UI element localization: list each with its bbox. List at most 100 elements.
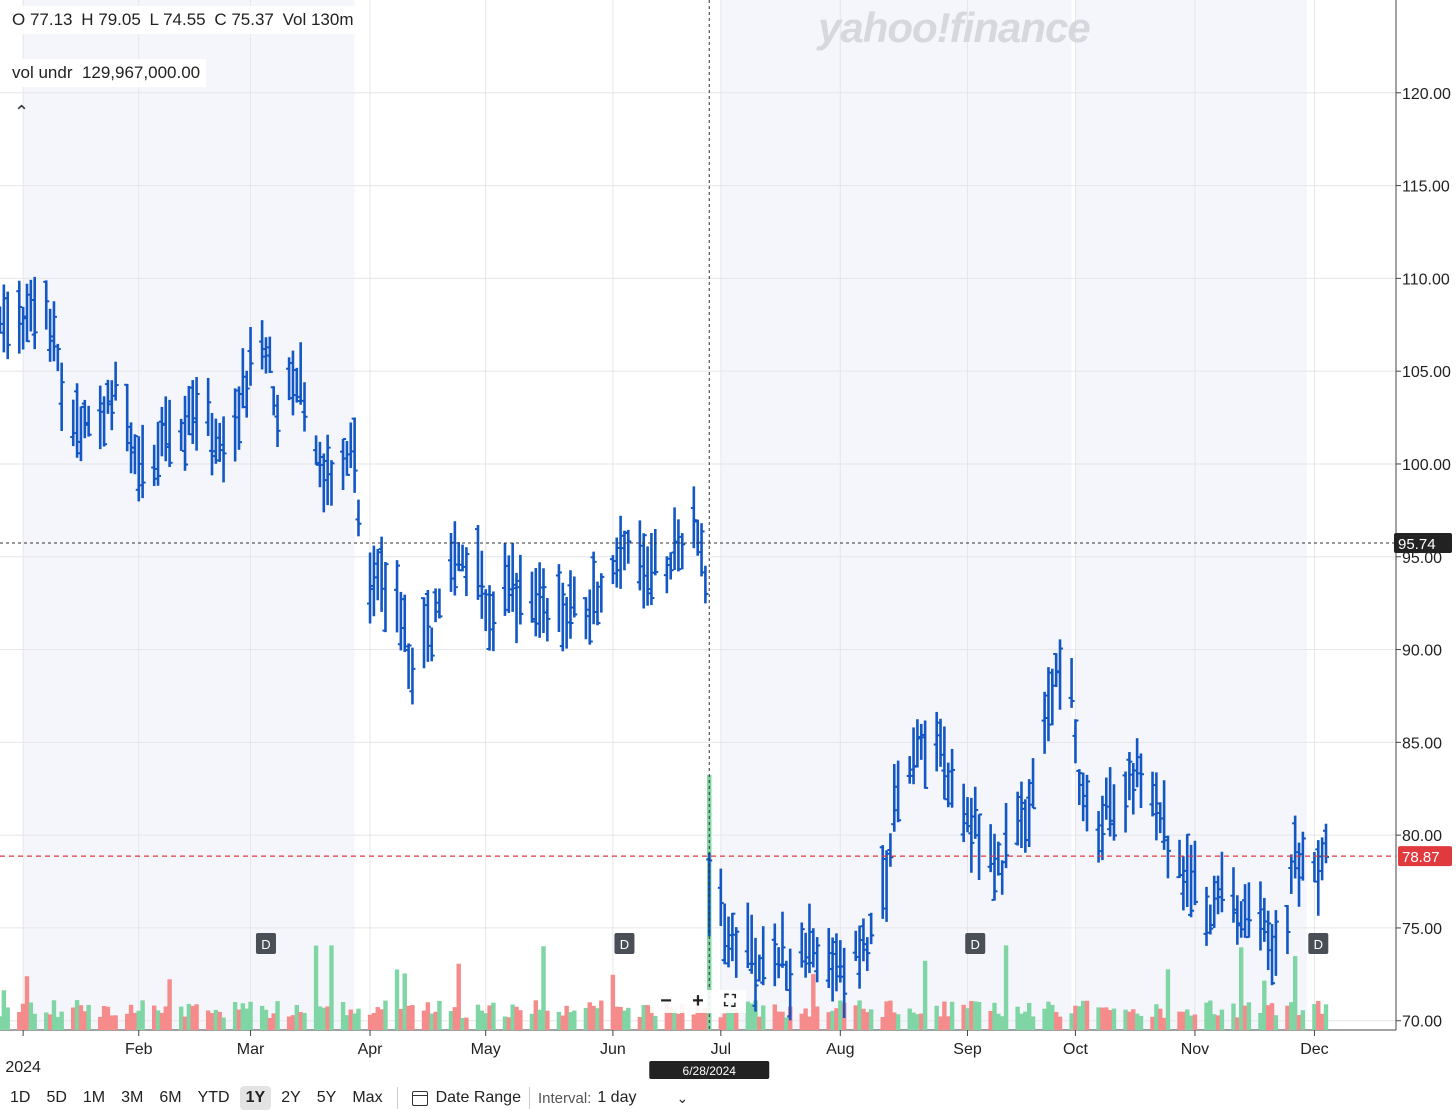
volume-bar (379, 1009, 384, 1030)
volume-bar (259, 1005, 265, 1030)
range-button-5d[interactable]: 5D (46, 1089, 67, 1106)
volume-bar (734, 1009, 739, 1030)
interval-select[interactable]: Interval: 1 day ⌄ (538, 1089, 688, 1107)
volume-bar (529, 1013, 535, 1030)
range-toolbar: 1D 5D 1M 3M 6M YTD 1Y 2Y 5Y Max Date Range Interv… (0, 1083, 688, 1113)
volume-bar (113, 1015, 118, 1030)
close-value: C 75.37 (214, 10, 274, 29)
last-price-badge (1398, 846, 1452, 867)
volume-bar (209, 1013, 215, 1030)
x-tick-label: Aug (826, 1041, 854, 1058)
volume-bar (1134, 1013, 1140, 1030)
volume-bar (44, 1012, 49, 1030)
x-tick-label: Nov (1181, 1041, 1209, 1058)
range-button-1d[interactable]: 1D (10, 1089, 31, 1106)
volume-bar (317, 1006, 323, 1030)
volume-bar (271, 1013, 276, 1030)
range-button-ytd[interactable]: YTD (197, 1089, 230, 1106)
volume-bar (232, 1002, 238, 1030)
volume-underlay-readout: vol undr 129,967,000.00 (6, 59, 207, 87)
volume-bar (213, 1009, 219, 1030)
calendar-icon (411, 1090, 428, 1106)
volume-bar (167, 979, 172, 1030)
quarter-shade (23, 0, 355, 1030)
range-button-3m[interactable]: 3M (121, 1089, 144, 1106)
volume-bar (1015, 1006, 1020, 1030)
volume-bar (564, 1005, 569, 1030)
volume-bar (1158, 1008, 1163, 1030)
x-tick-label: Oct (1063, 1041, 1088, 1058)
date-range-button[interactable]: Date Range (411, 1089, 521, 1107)
volume-bar (1080, 1000, 1086, 1030)
zoom-in-button[interactable]: + (692, 990, 704, 1012)
volume-bar (1053, 1011, 1059, 1030)
crosshair-date-badge (649, 1061, 770, 1079)
volume-bar (803, 1008, 808, 1030)
dividend-marker[interactable] (1308, 933, 1329, 954)
range-button-5y[interactable]: 5Y (316, 1089, 337, 1106)
range-button-max[interactable]: Max (352, 1089, 383, 1106)
zoom-out-button[interactable]: − (660, 990, 672, 1012)
volume-bar (82, 1011, 88, 1030)
volume-bar (491, 1002, 496, 1030)
volume-bar (263, 1009, 269, 1030)
volume-bar (784, 1017, 789, 1030)
volume-bar (1131, 1009, 1136, 1030)
collapse-chevron-up-icon[interactable]: ⌃ (14, 102, 30, 122)
volume-bar (961, 1004, 966, 1030)
volume-bar (884, 1001, 889, 1030)
volume-bar (367, 1014, 373, 1030)
volume-bar (776, 1011, 781, 1030)
volume-bar (826, 1012, 831, 1030)
range-button-6m[interactable]: 6M (159, 1089, 182, 1106)
volume-bar (1000, 1016, 1005, 1030)
volume-bar (244, 1008, 249, 1030)
volume-bar (98, 1016, 103, 1030)
dividend-marker-label: D (261, 937, 270, 952)
price-chart[interactable]: 120.00 115.00 110.00 105.00 100.00 95.00 90.00… (0, 0, 1456, 1083)
volume-bar (290, 1015, 296, 1030)
volume-bar (1300, 1010, 1306, 1030)
range-button-1y[interactable]: 1Y (239, 1086, 272, 1110)
x-tick-label: Mar (237, 1041, 265, 1058)
volume-bar (1265, 1005, 1271, 1030)
x-tick-label: Dec (1300, 1041, 1328, 1058)
dividend-marker[interactable] (965, 933, 986, 954)
last-price-label: 78.87 (1402, 849, 1440, 866)
dividend-marker-label: D (971, 937, 980, 952)
volume-bar (1050, 1004, 1055, 1030)
volume-bar (1192, 1014, 1198, 1030)
volume-bar (976, 1001, 982, 1030)
volume-bar (988, 1011, 993, 1030)
volume-bar (1161, 1017, 1167, 1030)
volume-underlay-value: 129,967,000.00 (81, 63, 201, 82)
volume-bar (1242, 1005, 1248, 1030)
dividend-marker-label: D (1314, 937, 1323, 952)
range-button-1m[interactable]: 1M (82, 1089, 106, 1106)
volume-bar (1219, 1009, 1225, 1030)
volume-value: Vol 130m (282, 10, 354, 29)
dividend-marker[interactable] (255, 933, 276, 954)
volume-bar (394, 969, 400, 1030)
y-tick-label: 70.00 (1402, 1014, 1442, 1031)
volume-bar (1177, 1011, 1182, 1030)
volume-bar (402, 973, 407, 1030)
range-button-2y[interactable]: 2Y (281, 1089, 301, 1106)
volume-bar (1138, 1015, 1144, 1030)
open-value: O 77.13 (12, 10, 73, 29)
volume-bar (722, 1013, 727, 1030)
volume-bar (1019, 1013, 1024, 1030)
volume-bar (371, 1013, 377, 1030)
volume-bar (452, 1007, 458, 1030)
volume-bar (456, 963, 461, 1030)
volume-bar (907, 1008, 912, 1030)
dividend-marker[interactable] (614, 933, 635, 954)
volume-bar (799, 1013, 804, 1030)
volume-bar (888, 1000, 893, 1030)
volume-bar (325, 1006, 330, 1030)
volume-bar (1231, 1003, 1236, 1030)
toolbar-divider (528, 1087, 530, 1109)
y-tick-label: 80.00 (1402, 828, 1442, 845)
x-tick-label: 2024 (5, 1059, 41, 1076)
fullscreen-icon[interactable]: ⛶ (724, 992, 736, 1010)
